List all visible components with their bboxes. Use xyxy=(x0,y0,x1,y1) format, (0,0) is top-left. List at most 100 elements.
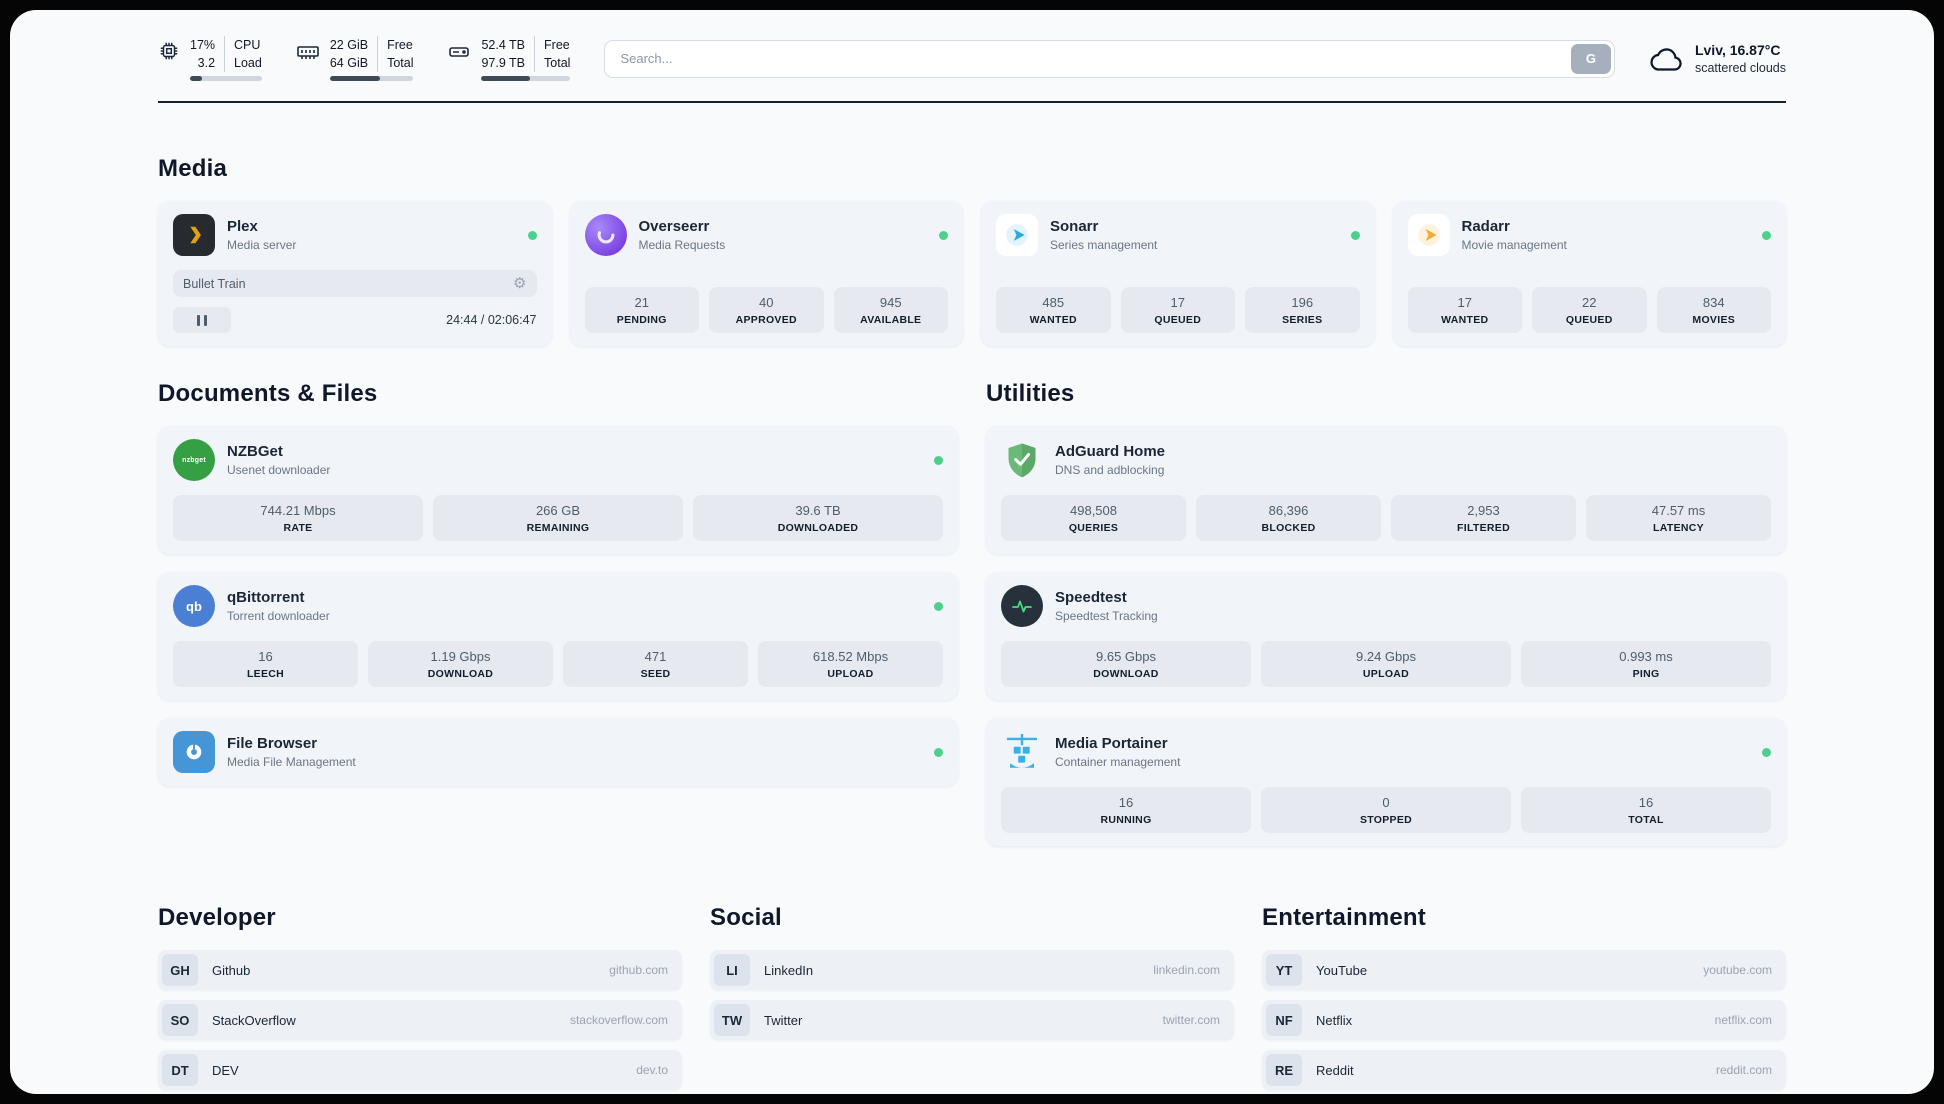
speedtest-icon xyxy=(1001,585,1043,628)
bookmark-url: youtube.com xyxy=(1703,963,1772,978)
stat-tile: 945 AVAILABLE xyxy=(833,287,948,334)
status-dot xyxy=(934,747,943,757)
stat-tile: 834 MOVIES xyxy=(1656,287,1771,334)
stat-label: QUERIES xyxy=(1068,522,1119,535)
now-playing-bar[interactable]: Bullet Train ⚙ xyxy=(173,270,537,298)
bookmark-url: stackoverflow.com xyxy=(569,1013,668,1028)
bookmark-badge: LI xyxy=(714,954,750,987)
radarr-card[interactable]: Radarr Movie management 17 WANTED 22 QUE… xyxy=(1392,201,1786,347)
ram-total-label: Total xyxy=(387,56,414,71)
cpu-load-label: Load xyxy=(234,56,262,71)
stat-label: REMAINING xyxy=(526,522,590,535)
stat-label: LEECH xyxy=(246,668,285,681)
search-input[interactable] xyxy=(608,51,1571,67)
stat-value: 498,508 xyxy=(1070,503,1117,519)
stat-value: 9.24 Gbps xyxy=(1356,649,1416,665)
stat-label: QUEUED xyxy=(1565,314,1613,327)
cpu-chip-icon xyxy=(160,42,178,60)
dashboard: 17% 3.2 CPU Load 22 GiB xyxy=(10,10,1934,1094)
stat-value: 618.52 Mbps xyxy=(812,649,889,665)
bookmark-url: dev.to xyxy=(636,1063,668,1078)
stat-tile: 17 WANTED xyxy=(1407,287,1522,334)
stat-label: DOWNLOADED xyxy=(777,522,859,535)
disk-free-label: Free xyxy=(544,38,570,52)
section-title-media: Media xyxy=(158,155,228,183)
stat-tile: 17 QUEUED xyxy=(1120,287,1235,334)
stat-tile: 2,953 FILTERED xyxy=(1391,495,1576,542)
plex-card[interactable]: Plex Media server Bullet Train ⚙ 24:44 /… xyxy=(158,201,552,347)
cloud-icon xyxy=(1650,48,1682,71)
nzbget-card[interactable]: nzbget NZBGet Usenet downloader 744.21 M… xyxy=(158,426,958,555)
stat-value: 39.6 TB xyxy=(795,503,841,519)
app-name: Sonarr xyxy=(1050,218,1099,236)
bookmark-name: Netflix xyxy=(1316,1012,1353,1028)
bookmark-netflix[interactable]: NF Netflix netflix.com xyxy=(1262,1000,1786,1041)
bookmark-name: LinkedIn xyxy=(764,962,814,978)
bookmark-badge: GH xyxy=(162,954,198,987)
app-subtitle: Torrent downloader xyxy=(227,609,330,624)
stat-label: WANTED xyxy=(1441,314,1489,327)
bookmark-name: Reddit xyxy=(1316,1062,1354,1078)
stat-label: STOPPED xyxy=(1359,814,1413,827)
bookmark-dev[interactable]: DT DEV dev.to xyxy=(158,1050,682,1091)
cpu-percent: 17% xyxy=(190,38,216,52)
stat-value: 0.993 ms xyxy=(1619,649,1673,665)
section-title-entertainment: Entertainment xyxy=(1262,904,1426,932)
portainer-card[interactable]: Media Portainer Container management 16 … xyxy=(986,718,1786,847)
bookmark-twitter[interactable]: TW Twitter twitter.com xyxy=(710,1000,1234,1041)
filebrowser-icon xyxy=(173,731,215,774)
bookmark-stackoverflow[interactable]: SO StackOverflow stackoverflow.com xyxy=(158,1000,682,1041)
bookmark-github[interactable]: GH Github github.com xyxy=(158,950,682,991)
media-grid: Plex Media server Bullet Train ⚙ 24:44 /… xyxy=(158,201,1786,347)
playback-time: 24:44 / 02:06:47 xyxy=(446,313,537,328)
stat-label: QUEUED xyxy=(1154,314,1202,327)
sonarr-card[interactable]: Sonarr Series management 485 WANTED 17 Q… xyxy=(981,201,1375,347)
stat-value: 21 xyxy=(634,295,649,311)
bookmark-linkedin[interactable]: LI LinkedIn linkedin.com xyxy=(710,950,1234,991)
qbittorrent-card[interactable]: qb qBittorrent Torrent downloader 16 LEE… xyxy=(158,572,958,701)
bookmark-name: YouTube xyxy=(1316,962,1368,978)
bookmarks-area: Developer GH Github github.com SO StackO… xyxy=(158,904,1786,1094)
stat-value: 86,396 xyxy=(1268,503,1309,519)
stat-tile: 21 PENDING xyxy=(584,287,699,334)
disk-total-label: Total xyxy=(544,56,571,71)
app-name: File Browser xyxy=(227,735,318,753)
stat-tile: 9.24 Gbps UPLOAD xyxy=(1261,641,1511,688)
search-engine-button[interactable]: G xyxy=(1570,43,1611,74)
stat-value: 471 xyxy=(644,649,667,665)
stat-value: 485 xyxy=(1042,295,1065,311)
bookmark-name: DEV xyxy=(212,1062,239,1078)
filebrowser-card[interactable]: File Browser Media File Management xyxy=(158,718,958,787)
section-title-social: Social xyxy=(710,904,782,932)
top-bar: 17% 3.2 CPU Load 22 GiB xyxy=(158,10,1786,82)
stat-tile: 196 SERIES xyxy=(1245,287,1360,334)
app-name: Plex xyxy=(227,218,258,236)
stat-value: 16 xyxy=(1118,795,1134,811)
app-subtitle: DNS and adblocking xyxy=(1055,463,1165,478)
bookmark-reddit[interactable]: RE Reddit reddit.com xyxy=(1262,1050,1786,1091)
pause-button[interactable] xyxy=(173,307,231,334)
ram-total-value: 64 GiB xyxy=(329,56,369,71)
disk-free-value: 52.4 TB xyxy=(481,38,526,52)
stat-label: SERIES xyxy=(1282,314,1323,327)
stat-label: BLOCKED xyxy=(1261,522,1316,535)
stat-label: UPLOAD xyxy=(1362,668,1410,681)
ram-free-label: Free xyxy=(387,38,413,52)
overseerr-card[interactable]: Overseerr Media Requests 21 PENDING 40 A… xyxy=(569,201,963,347)
bookmark-url: linkedin.com xyxy=(1153,963,1220,978)
bookmark-name: Twitter xyxy=(764,1012,803,1028)
adguard-card[interactable]: AdGuard Home DNS and adblocking 498,508 … xyxy=(986,426,1786,555)
stat-value: 266 GB xyxy=(535,503,581,519)
stat-tile: 1.19 Gbps DOWNLOAD xyxy=(368,641,553,688)
gear-icon[interactable]: ⚙ xyxy=(513,275,527,293)
speedtest-card[interactable]: Speedtest Speedtest Tracking 9.65 Gbps D… xyxy=(986,572,1786,701)
ram-progress-bar xyxy=(329,76,414,82)
bookmark-youtube[interactable]: YT YouTube youtube.com xyxy=(1262,950,1786,991)
status-dot xyxy=(527,230,537,240)
disk-total-value: 97.9 TB xyxy=(481,56,526,71)
stat-tile: 744.21 Mbps RATE xyxy=(173,495,423,542)
weather-location: Lviv, 16.87°C xyxy=(1694,42,1781,59)
stat-label: RATE xyxy=(283,522,313,535)
app-subtitle: Series management xyxy=(1050,238,1158,253)
stat-tile: 39.6 TB DOWNLOADED xyxy=(693,495,943,542)
